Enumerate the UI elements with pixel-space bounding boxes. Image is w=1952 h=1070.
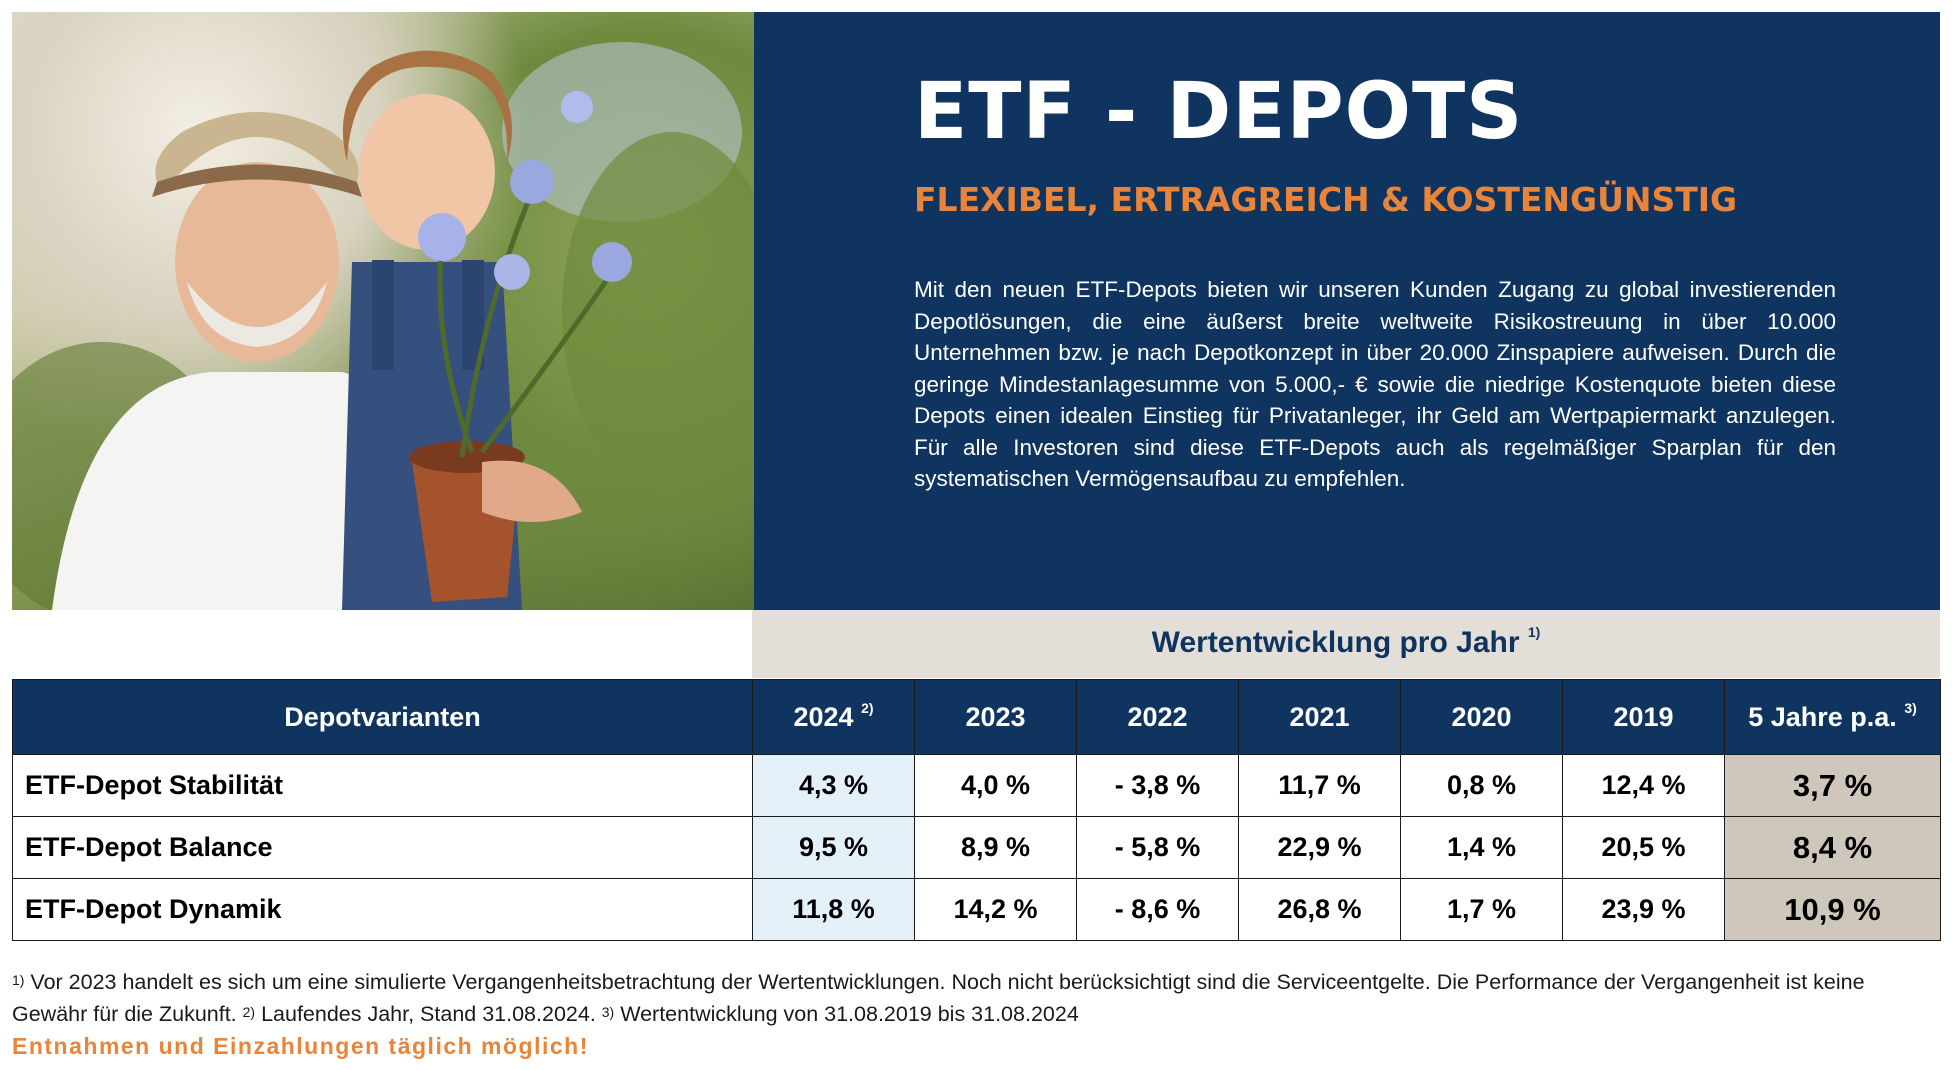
row-name: ETF-Depot Balance <box>12 816 753 879</box>
value-cell: 23,9 % <box>1562 878 1725 941</box>
col-header-2023: 2023 <box>914 679 1077 755</box>
row-name: ETF-Depot Stabilität <box>12 754 753 817</box>
table-row: ETF-Depot Dynamik 11,8 % 14,2 % - 8,6 % … <box>12 878 1941 941</box>
hero-panel: ETF - DEPOTS FLEXIBEL, ERTRAGREICH & KOS… <box>754 12 1940 610</box>
value-cell: 4,3 % <box>752 754 915 817</box>
value-cell: 11,8 % <box>752 878 915 941</box>
col-header-2022: 2022 <box>1076 679 1239 755</box>
table-row: ETF-Depot Balance 9,5 % 8,9 % - 5,8 % 22… <box>12 816 1941 879</box>
col-header-2021: 2021 <box>1238 679 1401 755</box>
page-title: ETF - DEPOTS <box>914 67 1524 157</box>
photo-illustration <box>12 42 754 610</box>
hero-photo <box>12 12 754 610</box>
value-cell: - 5,8 % <box>1076 816 1239 879</box>
col-header-variant: Depotvarianten <box>12 679 753 755</box>
value-cell: - 3,8 % <box>1076 754 1239 817</box>
performance-table: Depotvarianten 2024 2) 2023 2022 2021 20… <box>12 679 1941 941</box>
value-cell: 12,4 % <box>1562 754 1725 817</box>
value-cell: 0,8 % <box>1400 754 1563 817</box>
value-cell-5y: 3,7 % <box>1724 754 1941 817</box>
row-name: ETF-Depot Dynamik <box>12 878 753 941</box>
table-row: ETF-Depot Stabilität 4,3 % 4,0 % - 3,8 %… <box>12 754 1941 817</box>
performance-heading: Wertentwicklung pro Jahr 1) <box>1151 624 1541 659</box>
value-cell-5y: 10,9 % <box>1724 878 1941 941</box>
footnote-text: 1) Vor 2023 handelt es sich um eine simu… <box>12 970 1865 1026</box>
value-cell: 4,0 % <box>914 754 1077 817</box>
value-cell-5y: 8,4 % <box>1724 816 1941 879</box>
value-cell: 14,2 % <box>914 878 1077 941</box>
value-cell: 9,5 % <box>752 816 915 879</box>
col-header-5y: 5 Jahre p.a. 3) <box>1724 679 1941 755</box>
value-cell: 26,8 % <box>1238 878 1401 941</box>
footnotes: 1) Vor 2023 handelt es sich um eine simu… <box>12 966 1940 1062</box>
value-cell: 1,7 % <box>1400 878 1563 941</box>
performance-heading-bar: Wertentwicklung pro Jahr 1) <box>752 610 1940 678</box>
col-header-2019: 2019 <box>1562 679 1725 755</box>
value-cell: 1,4 % <box>1400 816 1563 879</box>
value-cell: - 8,6 % <box>1076 878 1239 941</box>
table-header-row: Depotvarianten 2024 2) 2023 2022 2021 20… <box>12 679 1941 755</box>
col-header-2024: 2024 2) <box>752 679 915 755</box>
col-header-2020: 2020 <box>1400 679 1563 755</box>
value-cell: 8,9 % <box>914 816 1077 879</box>
intro-text: Mit den neuen ETF-Depots bieten wir unse… <box>914 277 1836 491</box>
highlight-note: Entnahmen und Einzahlungen täglich mögli… <box>12 1033 589 1059</box>
value-cell: 11,7 % <box>1238 754 1401 817</box>
value-cell: 20,5 % <box>1562 816 1725 879</box>
value-cell: 22,9 % <box>1238 816 1401 879</box>
page-subtitle: FLEXIBEL, ERTRAGREICH & KOSTENGÜNSTIG <box>914 180 1738 219</box>
